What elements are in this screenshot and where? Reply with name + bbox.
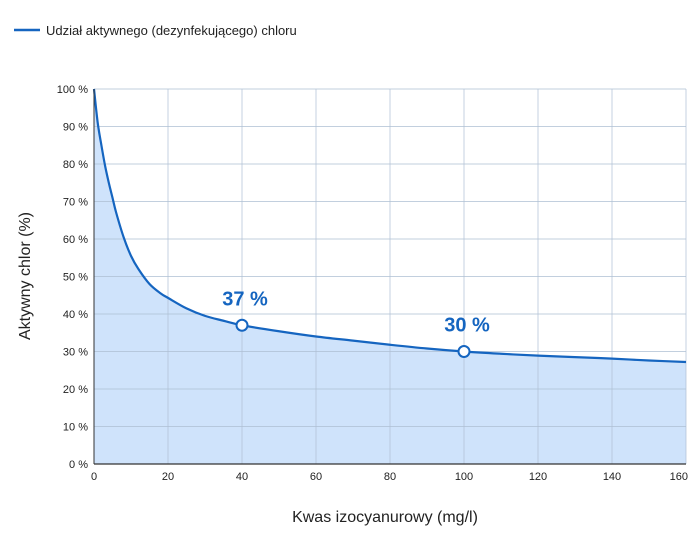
data-point-marker [235,318,249,332]
x-axis-title: Kwas izocyanurowy (mg/l) [292,509,478,526]
x-tick-label: 80 [384,471,396,483]
x-tick-label: 0 [91,471,97,483]
x-tick-label: 100 [455,471,473,483]
y-tick-label: 100 % [57,84,88,96]
y-tick-label: 10 % [63,422,88,434]
y-tick-label: 30 % [63,347,88,359]
data-point-label: 30 % [444,315,490,337]
grid-layer [94,88,687,464]
y-axis-title: Aktywny chlor (%) [17,212,34,340]
x-tick-label: 120 [529,471,547,483]
legend: Udział aktywnego (dezynfekującego) chlor… [14,23,297,38]
x-tick-label: 160 [670,471,688,483]
y-tick-label: 80 % [63,159,88,171]
y-tick-label: 70 % [63,197,88,209]
data-point-label: 37 % [222,288,268,310]
y-tick-label: 20 % [63,384,88,396]
x-tick-label: 60 [310,471,322,483]
y-tick-label: 40 % [63,309,88,321]
x-tick-label: 40 [236,471,248,483]
series-line [92,88,687,364]
y-tick-label: 90 % [63,122,88,134]
line-layer [92,88,687,364]
y-tick-label: 50 % [63,272,88,284]
axis-layer [93,89,686,465]
legend-label: Udział aktywnego (dezynfekującego) chlor… [46,23,297,38]
x-tick-label: 140 [603,471,621,483]
y-tick-label: 60 % [63,234,88,246]
tick-layer: 0 % 10 % 20 % 30 % 40 % 50 % 60 % 70 % 80 % 90 % 1… [57,84,688,483]
y-tick-label: 0 % [69,459,88,471]
data-point-marker [457,345,471,358]
marker-layer: 37 % 30 % [222,288,490,358]
x-tick-label: 20 [162,471,174,483]
